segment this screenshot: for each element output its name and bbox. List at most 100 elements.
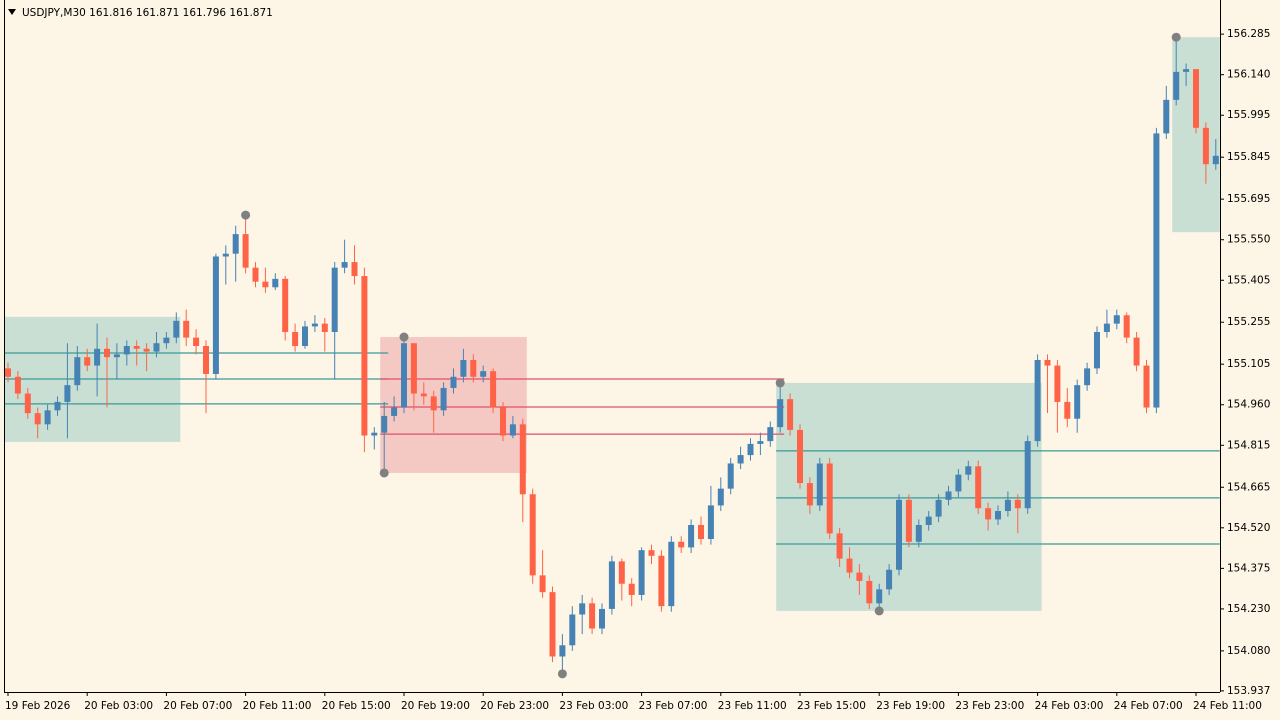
candle-body: [1014, 499, 1021, 509]
x-tick-label: 24 Feb 03:00: [1035, 700, 1104, 712]
candle-body: [84, 357, 91, 366]
candle-body: [579, 603, 586, 615]
candle-body: [717, 488, 724, 506]
candle-body: [490, 371, 497, 408]
candle-body: [153, 343, 160, 352]
candle-body: [767, 427, 774, 442]
candle-body: [252, 267, 259, 282]
x-tick-label: 20 Feb 15:00: [322, 700, 391, 712]
candle-body: [5, 368, 11, 377]
candle-body: [787, 399, 794, 430]
candle-body: [262, 281, 269, 288]
candle-body: [856, 572, 863, 581]
candle-body: [143, 348, 150, 352]
candle-body: [589, 603, 596, 629]
y-tick-label: 154.080: [1227, 645, 1270, 657]
candle-body: [1094, 332, 1100, 369]
x-tick-label: 23 Feb 11:00: [718, 700, 787, 712]
candle-body: [1113, 315, 1120, 324]
y-tick-label: 154.375: [1227, 562, 1270, 574]
candle-body: [975, 466, 982, 509]
candle-body: [846, 558, 853, 573]
zone: [1172, 37, 1220, 233]
y-tick-label: 155.845: [1227, 151, 1270, 163]
y-tick-label: 153.937: [1227, 685, 1270, 697]
y-tick-label: 155.105: [1227, 358, 1270, 370]
candle-body: [698, 525, 704, 539]
pivot-dot: [379, 468, 389, 478]
candle-body: [866, 580, 873, 604]
candle-body: [470, 359, 477, 377]
y-tick-label: 155.995: [1227, 109, 1270, 121]
candle-body: [1074, 385, 1081, 419]
candle-body: [747, 443, 754, 456]
y-tick-label: 154.230: [1227, 603, 1270, 615]
candle-body: [925, 516, 932, 526]
candle-body: [222, 253, 229, 257]
candle-body: [1202, 127, 1209, 165]
candle-body: [559, 645, 566, 657]
pivot-dot: [241, 210, 251, 220]
candle-body: [876, 589, 883, 604]
candle-body: [173, 320, 180, 338]
candle-body: [44, 410, 51, 425]
candle-body: [1064, 401, 1071, 419]
candle-body: [480, 371, 487, 377]
candle-body: [678, 541, 685, 548]
candle-body: [34, 413, 41, 425]
x-tick-label: 20 Feb 19:00: [401, 700, 470, 712]
candle-body: [183, 320, 190, 338]
candle-body: [460, 359, 467, 377]
candle-body: [420, 393, 427, 397]
candle-body: [193, 337, 200, 346]
pivot-dot: [775, 378, 785, 388]
candle-body: [707, 505, 714, 539]
x-tick-label: 23 Feb 15:00: [797, 700, 866, 712]
candle-body: [995, 511, 1001, 520]
candle-body: [1123, 315, 1130, 338]
candle-body: [737, 455, 744, 464]
candle-body: [1183, 69, 1190, 72]
candle-body: [836, 533, 843, 559]
candle-body: [450, 376, 457, 388]
candle-body: [242, 234, 249, 268]
candle-body: [1212, 155, 1219, 165]
pivot-dot: [1171, 32, 1181, 42]
candle-body: [371, 432, 378, 436]
candle-body: [905, 499, 912, 542]
y-tick-label: 155.255: [1227, 316, 1270, 328]
candle-body: [163, 337, 170, 344]
candle-body: [54, 401, 61, 411]
candle-body: [64, 385, 71, 402]
menu-triangle[interactable]: [8, 9, 16, 15]
candle-body: [757, 441, 764, 444]
x-tick-label: 24 Feb 07:00: [1114, 700, 1183, 712]
candle-body: [1034, 359, 1041, 442]
candle-body: [915, 525, 922, 542]
candle-body: [430, 396, 437, 411]
candle-body: [1173, 71, 1180, 100]
candle-body: [896, 499, 902, 570]
plot-area: [4, 32, 1220, 679]
candle-body: [104, 348, 110, 358]
candle-body: [688, 525, 695, 548]
candle-body: [133, 346, 140, 349]
candle-body: [232, 234, 239, 254]
x-tick-label: 20 Feb 03:00: [84, 700, 153, 712]
candle-body: [806, 483, 813, 506]
candle-body: [777, 399, 784, 428]
x-tick-label: 24 Feb 11:00: [1193, 700, 1262, 712]
candle-body: [549, 592, 556, 657]
y-tick-label: 154.815: [1227, 439, 1270, 451]
candle-body: [24, 393, 31, 414]
x-tick-label: 20 Feb 07:00: [163, 700, 232, 712]
candle-body: [74, 357, 81, 386]
candle-body: [361, 276, 368, 436]
candle-body: [1163, 99, 1170, 134]
candle-body: [1193, 69, 1199, 128]
candle-body: [935, 499, 942, 517]
y-tick-label: 154.520: [1227, 522, 1270, 534]
candle-body: [123, 346, 130, 355]
